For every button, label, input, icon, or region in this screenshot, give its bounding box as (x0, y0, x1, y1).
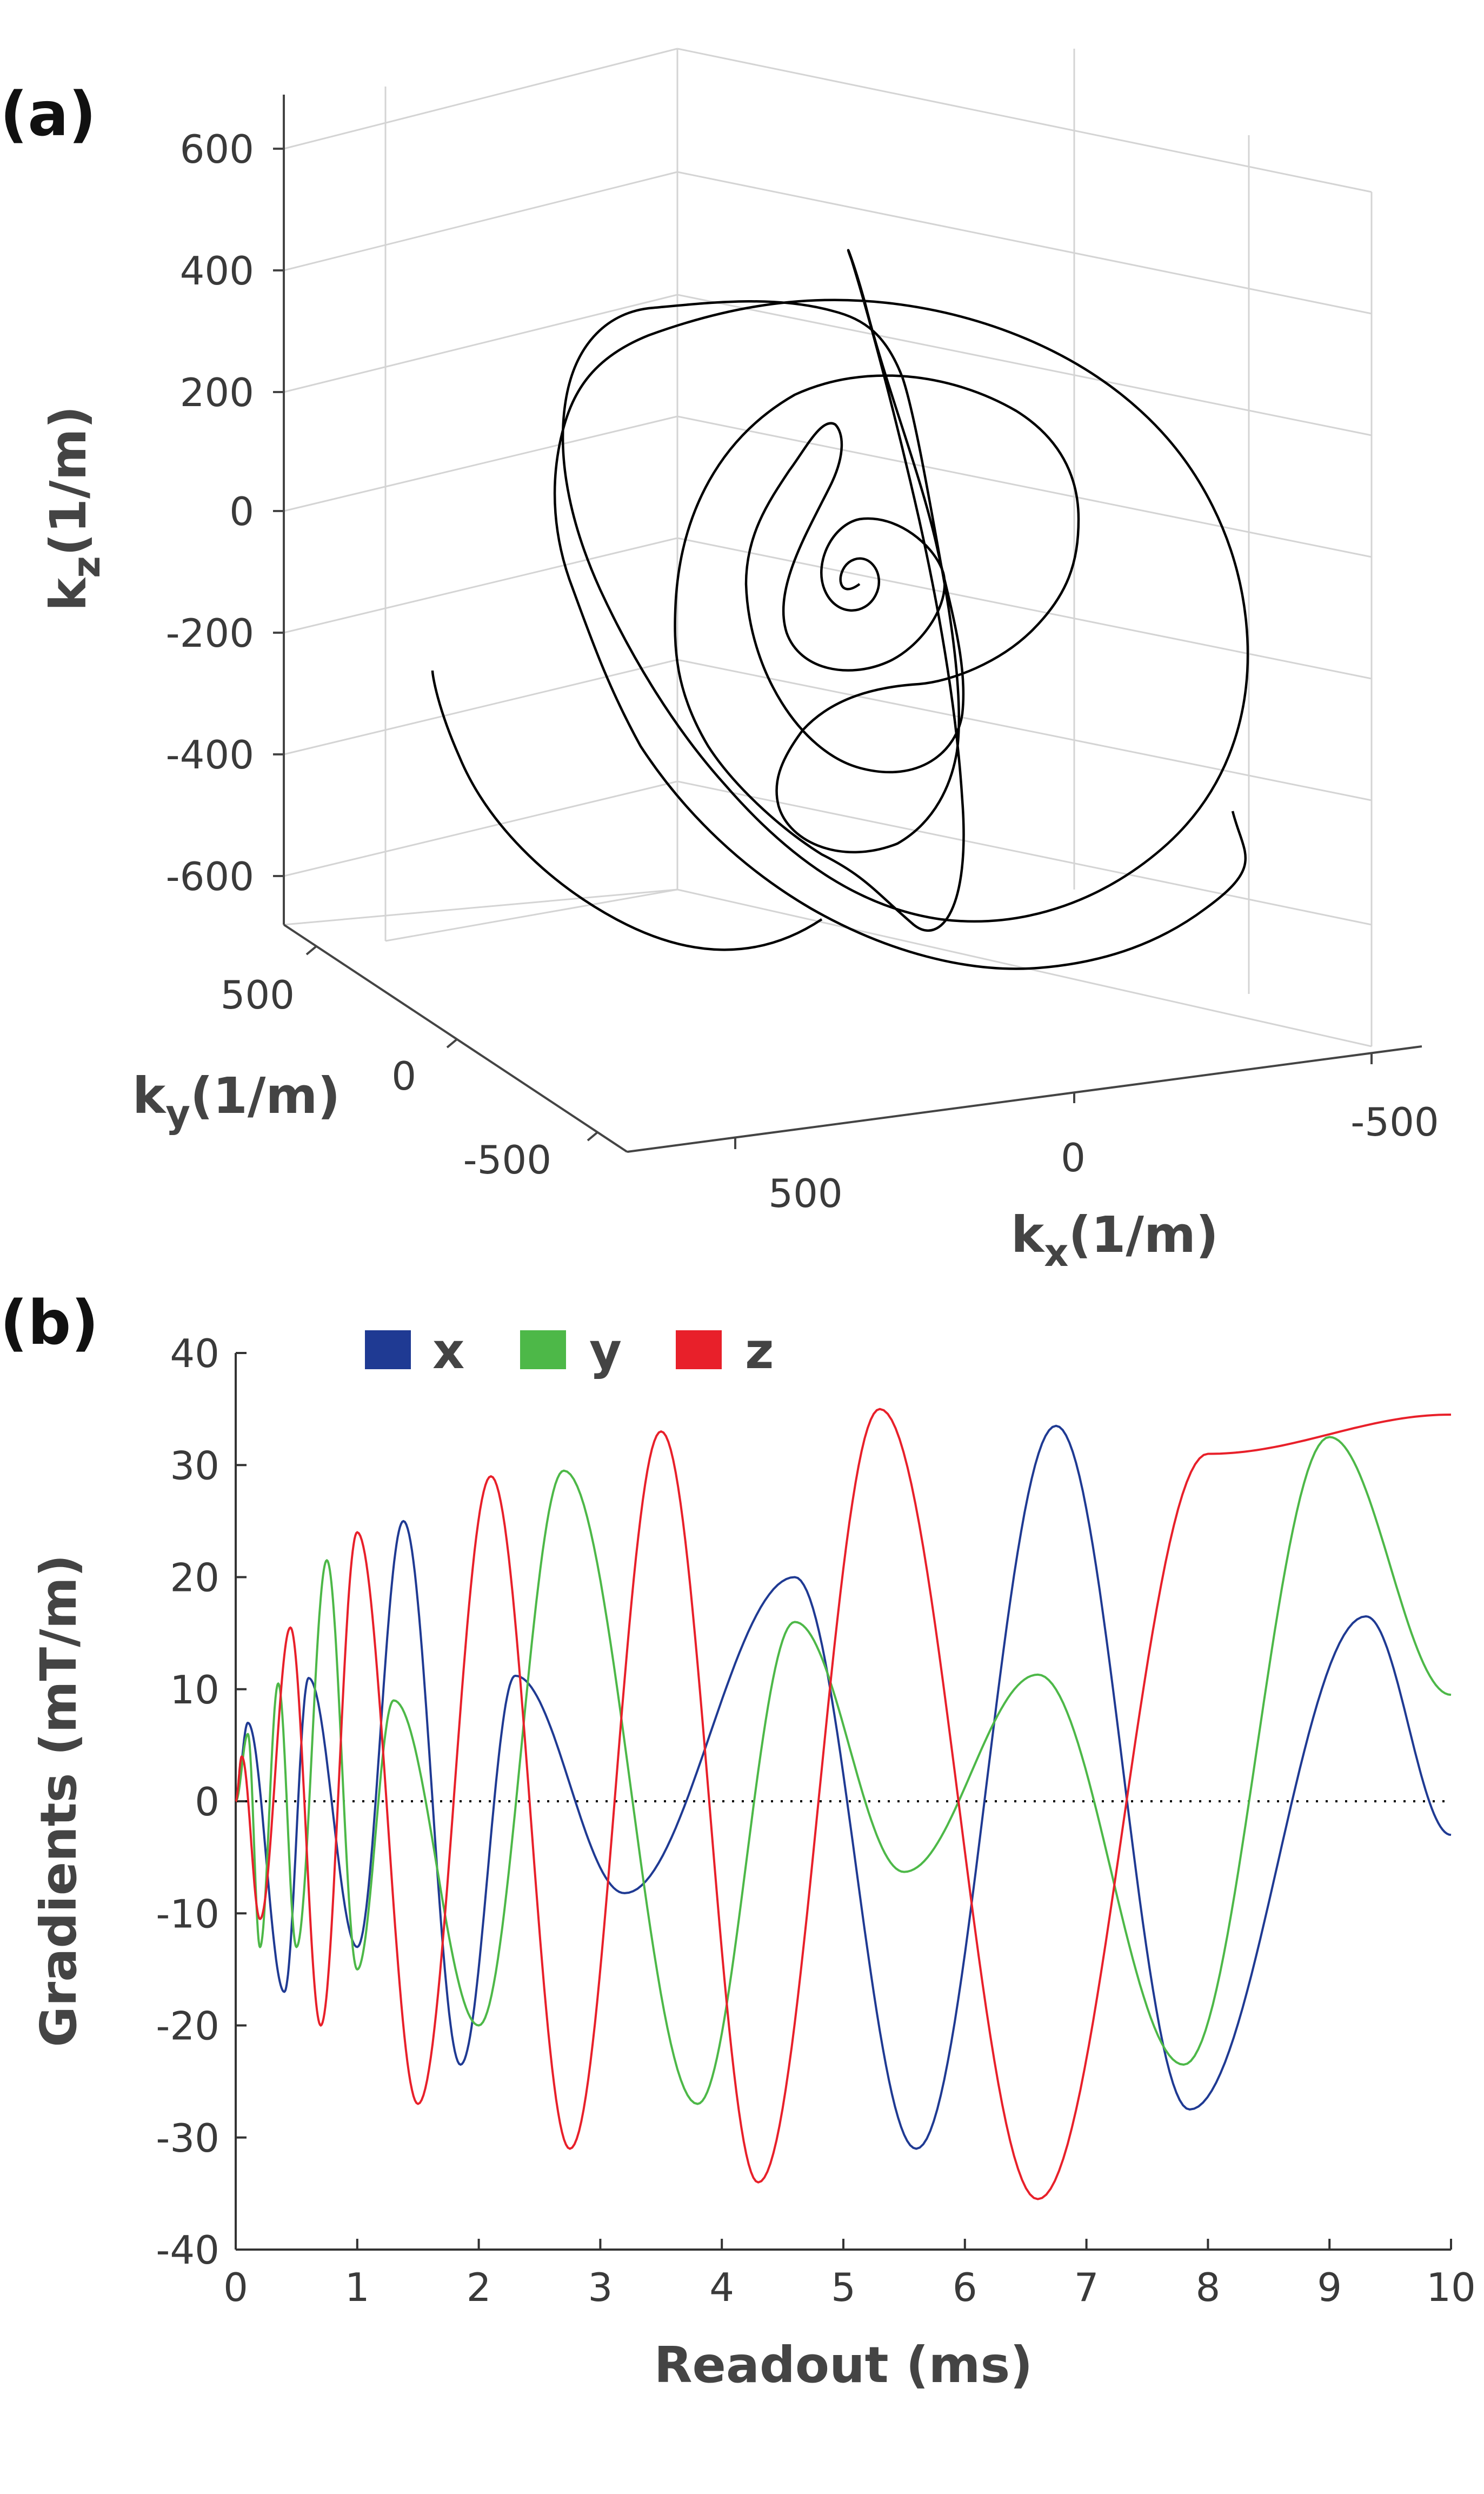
panel-b: (b) 0 1 2 3 4 5 6 7 8 9 10 40 30 20 10 0 -10 -20 -30 -40 x … (0, 1288, 1476, 2394)
y-axis-label-b: Gradients (mT/m) (30, 1554, 88, 2047)
y-axis-label: ky(1/m) (132, 1067, 340, 1136)
z-tick-label: -400 (166, 732, 254, 778)
z-tick-label: 400 (180, 248, 254, 294)
legend-swatch-x (365, 1330, 411, 1369)
x-tick-label: 10 (1426, 2265, 1476, 2310)
y-tick-label: 10 (170, 1667, 219, 1713)
y-tick-label: 40 (170, 1331, 219, 1376)
x-axis-label: kx(1/m) (1011, 1206, 1219, 1275)
x-axis-label-b: Readout (ms) (654, 2336, 1033, 2394)
x-tick-label: 7 (1074, 2265, 1099, 2310)
x-tick-label: 0 (223, 2265, 248, 2310)
x-tick-label: -500 (1350, 1099, 1439, 1145)
x-tick-label: 1 (345, 2265, 370, 2310)
legend-label-y: y (589, 1322, 622, 1380)
panel-a-letter: (a) (0, 79, 96, 150)
panel-b-tick-labels: 0 1 2 3 4 5 6 7 8 9 10 40 30 20 10 0 -10 -20 -30 -40 (156, 1331, 1475, 2310)
y-tick-label: -10 (156, 1891, 219, 1936)
y-tick-label: 20 (170, 1555, 219, 1601)
z-tick-label: -600 (166, 854, 254, 899)
panel-a: (a) (0, 48, 1439, 1275)
series-y-line (235, 1436, 1452, 2105)
y-tick-label: 0 (195, 1779, 219, 1825)
legend-label-z: z (745, 1322, 774, 1380)
legend-swatch-z (676, 1330, 722, 1369)
x-tick-label: 4 (709, 2265, 734, 2310)
z-tick-labels: 600 400 200 0 -200 -400 -600 (166, 127, 254, 899)
y-tick-labels: 500 0 -500 (221, 972, 551, 1183)
legend-swatch-y (520, 1330, 566, 1369)
panel-a-axes (273, 95, 1422, 1153)
x-tick-label: 2 (467, 2265, 491, 2310)
z-tick-label: -200 (166, 611, 254, 656)
y-tick-label: -20 (156, 2004, 219, 2049)
z-tick-label: 0 (229, 489, 254, 534)
legend-label-x: x (432, 1322, 464, 1380)
k-space-trajectory (431, 249, 1249, 970)
y-tick-label: -40 (156, 2227, 219, 2273)
z-tick-label: 200 (180, 370, 254, 415)
series-z-line (235, 1408, 1452, 2200)
panel-b-letter: (b) (0, 1288, 99, 1358)
x-tick-label: 8 (1195, 2265, 1220, 2310)
x-tick-label: 9 (1317, 2265, 1342, 2310)
y-tick-label: 500 (221, 972, 295, 1018)
x-tick-label: 3 (588, 2265, 613, 2310)
x-tick-label: 0 (1061, 1135, 1086, 1180)
z-axis-label: kz(1/m) (39, 406, 109, 611)
series-x-line (235, 1424, 1452, 2150)
y-tick-label: 30 (170, 1443, 219, 1488)
y-tick-label: -30 (156, 2115, 219, 2161)
y-tick-label: -500 (463, 1137, 551, 1183)
z-tick-label: 600 (180, 127, 254, 172)
y-tick-label: 0 (391, 1053, 416, 1099)
x-tick-label: 6 (953, 2265, 977, 2310)
legend: x y z (365, 1322, 774, 1380)
panel-a-grid (283, 48, 1373, 1047)
x-tick-labels: 500 0 -500 (768, 1099, 1439, 1216)
x-tick-label: 5 (831, 2265, 856, 2310)
x-tick-label: 500 (768, 1171, 842, 1216)
